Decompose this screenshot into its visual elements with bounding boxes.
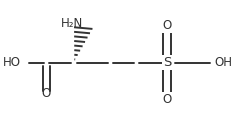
Text: OH: OH	[215, 56, 233, 69]
Text: O: O	[162, 19, 172, 32]
Text: O: O	[42, 87, 51, 100]
Text: HO: HO	[3, 56, 21, 69]
Text: S: S	[163, 56, 171, 69]
Text: O: O	[162, 93, 172, 106]
Text: H₂N: H₂N	[61, 17, 83, 30]
